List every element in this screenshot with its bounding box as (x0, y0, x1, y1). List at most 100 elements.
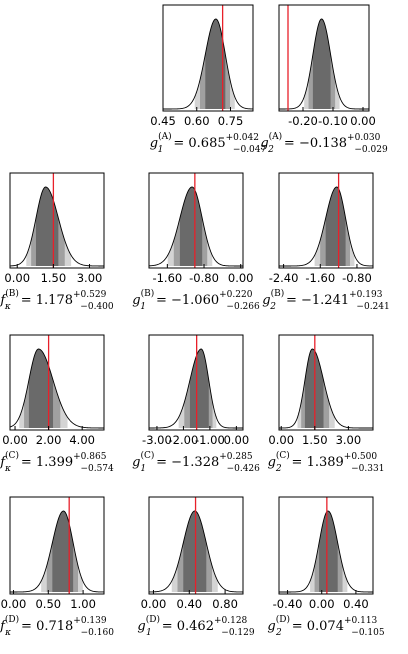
param-err-minus: −0.047 (233, 145, 267, 155)
param-superscript: (D) (276, 614, 290, 625)
band-1sigma (205, 19, 226, 109)
param-label-gA2: g(A) 2 = −0.138+0.030 −0.029 (260, 131, 388, 155)
x-tick-label: -0.40 (273, 597, 303, 611)
param-value: −1.060 (171, 293, 219, 308)
param-symbol: g (267, 619, 275, 634)
param-equals: = (173, 136, 188, 151)
band-1sigma (28, 349, 54, 428)
param-superscript: (C) (5, 450, 19, 461)
param-err-minus: −0.105 (351, 628, 385, 638)
param-equals: = (21, 619, 36, 634)
param-err-plus: +0.113 (344, 616, 378, 626)
x-tick-label: 0.00 (1, 597, 27, 611)
param-err-plus: +0.030 (347, 133, 381, 143)
param-symbol: g (137, 619, 145, 634)
axes-frame (278, 4, 370, 112)
param-label-gC2: g(C) 2 = 1.389+0.500 −0.331 (268, 450, 385, 474)
param-label-gD1: g(D) 1 = 0.462+0.128 −0.129 (137, 614, 254, 638)
param-err-plus: +0.042 (226, 133, 259, 143)
x-tick-label: 2.00 (36, 433, 62, 447)
param-equals: = (21, 293, 36, 308)
param-symbol: g (132, 293, 140, 308)
param-value: 0.685 (188, 136, 225, 151)
param-err-minus: −0.160 (81, 628, 115, 638)
param-equals: = (156, 455, 171, 470)
x-tick-label: 0.00 (268, 433, 294, 447)
param-err-minus: −0.241 (356, 302, 389, 312)
param-value: 1.389 (307, 455, 344, 470)
param-err-plus: +0.128 (214, 616, 248, 626)
density-curve (279, 186, 373, 267)
x-tick-label: -0.80 (189, 271, 219, 285)
x-tick-label: -0.10 (318, 114, 348, 128)
x-tick-label: 3.00 (77, 271, 103, 285)
x-tick-label: -0.80 (342, 271, 372, 285)
param-equals: = (284, 136, 299, 151)
param-equals: = (286, 293, 301, 308)
density-curve (163, 18, 253, 110)
axes-frame (278, 172, 374, 269)
x-tick-label: -1.60 (152, 271, 182, 285)
x-tick-label: -3.00 (142, 433, 172, 447)
band-1sigma (319, 511, 338, 592)
param-err-plus: +0.285 (219, 452, 253, 462)
param-value: 0.462 (177, 619, 214, 634)
axes-frame (9, 334, 105, 431)
x-tick-label: -2.00 (169, 433, 199, 447)
param-superscript: (A) (269, 131, 283, 142)
panel-gB1: -1.60 -0.80 0.00 g(B) 1 = −1.060+0.220 −0.266 (132, 172, 260, 312)
param-err-minus: −0.400 (80, 302, 114, 312)
panel-gD2: -0.40 0.00 0.40 g(D) 2 = 0.074+0.113 −0.105 (267, 496, 385, 638)
x-tick-label: 0.00 (4, 271, 30, 285)
x-tick-label: 1.50 (302, 433, 328, 447)
param-value: 0.718 (36, 619, 73, 634)
panel-gA1: 0.45 0.60 0.75g(A) 1 = 0.685+0.042 −0.047 (150, 4, 267, 155)
param-err-plus: +0.193 (349, 290, 383, 300)
x-tick-label: 0.00 (350, 114, 376, 128)
param-err-minus: −0.574 (80, 464, 114, 474)
param-superscript: (C) (140, 450, 154, 461)
param-symbol: g (150, 136, 158, 151)
band-1sigma (179, 187, 203, 266)
x-tick-label: 0.40 (176, 597, 202, 611)
x-tick-label: 0.80 (212, 597, 238, 611)
x-tick-label: -1.60 (305, 271, 335, 285)
param-subscript: κ (4, 628, 11, 638)
density-curve (279, 348, 373, 429)
x-tick-label: 0.00 (141, 597, 167, 611)
param-value: −0.138 (299, 136, 347, 151)
density-curve (10, 510, 104, 593)
band-1sigma (312, 19, 331, 109)
panel-gC2: 0.00 1.50 3.00 g(C) 2 = 1.389+0.500 −0.331 (268, 334, 385, 474)
param-superscript: (D) (5, 614, 19, 625)
band-1sigma (189, 349, 209, 428)
param-symbol: g (268, 455, 276, 470)
axes-frame (278, 496, 374, 595)
param-label-fD: f(D) κ = 0.718+0.139 −0.160 (0, 614, 114, 638)
x-tick-label: 0.50 (35, 597, 61, 611)
param-subscript: 1 (140, 302, 146, 312)
param-err-plus: +0.139 (73, 616, 107, 626)
axes-frame (9, 172, 105, 269)
axes-frame (278, 334, 374, 431)
band-1sigma (35, 187, 59, 266)
param-label-fC: f(C) κ = 1.399+0.865 −0.574 (0, 450, 114, 474)
x-tick-label: -2.40 (269, 271, 299, 285)
param-err-minus: −0.029 (354, 145, 388, 155)
param-subscript: 2 (269, 302, 276, 312)
axes-frame (9, 496, 105, 595)
axes-frame (148, 334, 244, 431)
density-curve (149, 186, 243, 267)
density-curve (10, 186, 104, 267)
param-equals: = (156, 293, 171, 308)
param-err-minus: −0.426 (227, 464, 261, 474)
x-tick-label: 0.00 (224, 433, 250, 447)
param-err-plus: +0.529 (73, 290, 107, 300)
param-equals: = (21, 455, 36, 470)
x-tick-label: 1.00 (70, 597, 96, 611)
param-value: 0.074 (307, 619, 344, 634)
param-subscript: 1 (146, 628, 152, 638)
x-tick-label: 0.45 (150, 114, 176, 128)
param-label-fB: f(B) κ = 1.178+0.529 −0.400 (0, 288, 114, 312)
